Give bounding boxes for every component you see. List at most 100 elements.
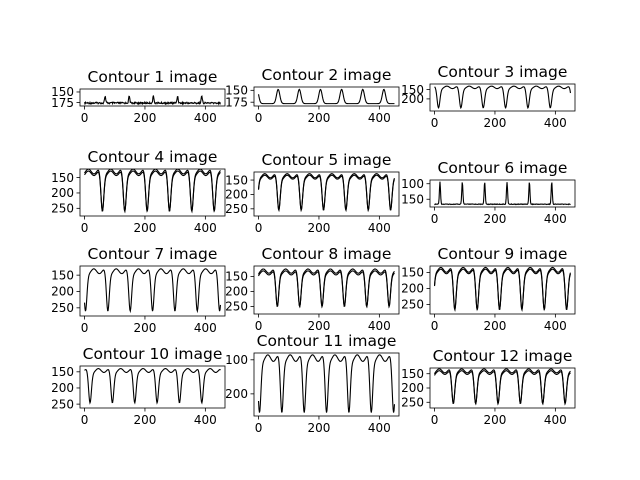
- axes-frame: [253, 265, 400, 315]
- axes-frame: [79, 265, 226, 317]
- x-tick-label: 200: [483, 116, 506, 130]
- series-line-1: [84, 368, 221, 405]
- y-tick-label: 150: [51, 85, 74, 99]
- series-line-1: [84, 169, 221, 214]
- x-tick-label: 400: [544, 116, 567, 130]
- x-tick-label: 0: [255, 319, 263, 333]
- subplot-title: Contour 2 image: [262, 66, 392, 84]
- series-line-1: [434, 85, 572, 110]
- subplot-10: Contour 10 image 0 200 400 150 200 250: [51, 345, 226, 427]
- x-tick-label: 400: [368, 111, 391, 125]
- series-line-1: [257, 354, 396, 413]
- x-tick-label: 200: [307, 319, 330, 333]
- x-tick-label: 200: [483, 319, 506, 333]
- subplot-title: Contour 12 image: [433, 347, 573, 365]
- x-tick-label: 200: [307, 421, 330, 435]
- y-tick-label: 100: [225, 353, 248, 367]
- axes-frame: [79, 168, 226, 217]
- series-line-1: [258, 268, 395, 309]
- subplot-title: Contour 9 image: [438, 245, 568, 263]
- series-line-2: [434, 370, 571, 406]
- y-tick-label: 150: [51, 268, 74, 282]
- y-tick-label: 100: [401, 177, 424, 191]
- y-tick-label: 200: [225, 387, 248, 401]
- x-tick-label: 400: [544, 413, 567, 427]
- y-tick-label: 150: [51, 171, 74, 185]
- x-tick-label: 400: [194, 413, 217, 427]
- y-tick-label: 250: [401, 298, 424, 312]
- y-tick-label: 150: [401, 83, 424, 97]
- y-tick-label: 150: [225, 270, 248, 284]
- y-tick-label: 200: [225, 285, 248, 299]
- axes-frame: [253, 171, 400, 217]
- series-line-2: [257, 174, 395, 212]
- x-tick-label: 400: [368, 221, 391, 235]
- axes-frame: [253, 352, 400, 417]
- y-tick-label: 175: [225, 95, 248, 109]
- series-line-1: [434, 368, 571, 406]
- y-tick-label: 200: [51, 285, 74, 299]
- subplot-title: Contour 3 image: [438, 63, 568, 81]
- axes-frame: [429, 265, 576, 315]
- subplot-title: Contour 4 image: [88, 148, 218, 166]
- x-tick-label: 400: [544, 212, 567, 226]
- subplot-title: Contour 6 image: [438, 159, 568, 177]
- y-tick-label: 200: [51, 186, 74, 200]
- x-tick-label: 0: [81, 111, 89, 125]
- series-line-2: [433, 268, 571, 312]
- x-tick-label: 0: [81, 413, 89, 427]
- x-tick-label: 0: [431, 116, 439, 130]
- x-tick-label: 0: [81, 221, 89, 235]
- y-tick-label: 150: [401, 192, 424, 206]
- subplot-title: Contour 10 image: [83, 345, 223, 363]
- y-tick-label: 200: [401, 381, 424, 395]
- x-tick-label: 200: [307, 111, 330, 125]
- subplot-title: Contour 5 image: [262, 151, 392, 169]
- subplot-title: Contour 11 image: [257, 332, 397, 350]
- series-line-2: [84, 170, 221, 213]
- y-tick-label: 200: [401, 282, 424, 296]
- series-line-2: [258, 270, 395, 309]
- y-tick-label: 150: [225, 173, 248, 187]
- y-tick-label: 200: [225, 188, 248, 202]
- y-tick-label: 150: [225, 84, 248, 98]
- x-tick-label: 0: [255, 221, 263, 235]
- x-tick-label: 200: [133, 221, 156, 235]
- x-tick-label: 200: [133, 111, 156, 125]
- series-line-1: [257, 88, 395, 105]
- subplot-title: Contour 8 image: [262, 245, 392, 263]
- series-line-1: [433, 266, 571, 312]
- x-tick-label: 400: [368, 421, 391, 435]
- y-tick-label: 150: [51, 365, 74, 379]
- y-tick-label: 175: [51, 96, 74, 110]
- subplot-9: Contour 9 image 0 200 400 150 200 250: [401, 245, 576, 333]
- axes-frame: [79, 88, 226, 107]
- y-tick-label: 250: [51, 301, 74, 315]
- y-tick-label: 250: [51, 397, 74, 411]
- subplot-title: Contour 7 image: [88, 245, 218, 263]
- x-tick-label: 0: [431, 413, 439, 427]
- x-tick-label: 400: [368, 319, 391, 333]
- x-tick-label: 200: [483, 212, 506, 226]
- x-tick-label: 400: [194, 321, 217, 335]
- y-tick-label: 250: [51, 202, 74, 216]
- y-tick-label: 250: [225, 202, 248, 216]
- y-tick-label: 250: [225, 300, 248, 314]
- axes-frame: [429, 83, 576, 112]
- x-tick-label: 400: [194, 111, 217, 125]
- x-tick-label: 0: [431, 319, 439, 333]
- axes-frame: [253, 86, 400, 107]
- axes-frame: [429, 179, 576, 208]
- subplot-11: Contour 11 image 0 200 400 100 200: [225, 332, 400, 435]
- series-line-1: [83, 268, 222, 314]
- series-line-1: [84, 95, 221, 106]
